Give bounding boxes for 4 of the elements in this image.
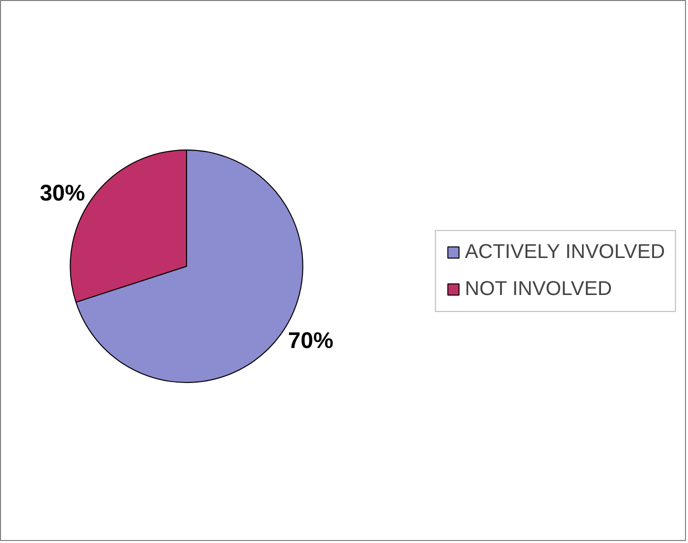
legend-label: ACTIVELY INVOLVED (464, 240, 665, 264)
data-label: 70% (288, 326, 334, 353)
data-label: 30% (40, 180, 86, 206)
legend-label: NOT INVOLVED (464, 278, 612, 300)
